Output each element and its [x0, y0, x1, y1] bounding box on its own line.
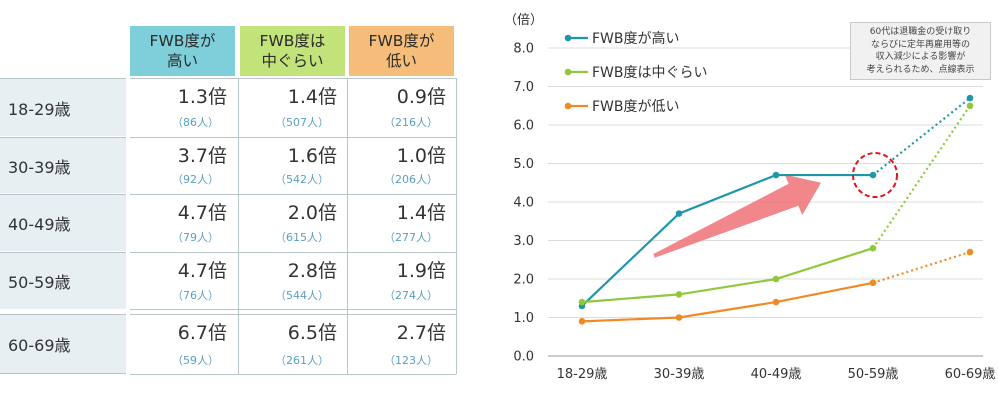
data-point [772, 171, 780, 179]
header-mid-fwb: FWB度は 中ぐらい [240, 26, 345, 76]
table-line [130, 194, 456, 195]
legend-marker [564, 34, 572, 42]
table-cell: 2.7倍 （123人） [384, 322, 446, 367]
table-cell: 1.4倍 （277人） [384, 202, 446, 244]
row-label-18-29: 18-29歳 [0, 78, 126, 136]
header-low-fwb: FWB度が 低い [349, 26, 454, 76]
row-label-40-49: 40-49歳 [0, 194, 126, 251]
table-cell: 4.7倍 （79人） [172, 202, 227, 244]
table-cell: 2.0倍 （615人） [275, 202, 337, 244]
y-tick-label: 8.0 [513, 42, 534, 57]
header-high-fwb: FWB度が 高い [130, 26, 235, 76]
table-line [347, 78, 348, 374]
table-cell: 6.7倍 （59人） [172, 322, 227, 367]
table-line [130, 314, 456, 315]
data-point [578, 298, 586, 306]
y-tick-label: 6.0 [513, 119, 534, 134]
chart-svg: 0.0 1.0 2.0 3.0 4.0 5.0 6.0 7.0 8.0 （倍） 18-29歳 30-3… [504, 13, 996, 382]
x-tick-label: 60-69歳 [945, 367, 996, 382]
data-point [675, 210, 683, 217]
data-point [675, 314, 683, 321]
y-tick-label: 2.0 [513, 273, 534, 288]
data-point [966, 248, 974, 256]
table-line [130, 309, 456, 310]
table-line [456, 78, 457, 374]
trend-arrow [653, 174, 821, 258]
legend-label: FWB度は中ぐらい [592, 65, 708, 81]
highlight-circle [852, 152, 898, 199]
y-tick-label: 4.0 [513, 196, 534, 211]
table-cell: 1.4倍 （507人） [275, 86, 337, 129]
table-line [130, 78, 456, 79]
row-label-30-39: 30-39歳 [0, 137, 126, 193]
row-label-60-69: 60-69歳 [0, 314, 126, 374]
x-tick-label: 40-49歳 [751, 367, 802, 382]
series-dotted-segment [872, 97, 971, 176]
y-tick-label: 5.0 [513, 157, 534, 172]
table-line [130, 137, 456, 138]
table-line [238, 78, 239, 374]
x-tick-label: 50-59歳 [848, 367, 899, 382]
table-line [130, 374, 456, 375]
x-tick-label: 18-29歳 [557, 367, 608, 382]
data-point [966, 94, 974, 102]
series-line [581, 247, 874, 304]
row-label-50-59: 50-59歳 [0, 252, 126, 309]
table-cell: 1.3倍 （86人） [172, 86, 227, 129]
table-cell: 1.6倍 （542人） [275, 145, 337, 186]
data-point [578, 318, 586, 325]
data-point [966, 102, 974, 110]
data-point [772, 298, 780, 306]
chart-note: 60代は退職金の受け取り ならびに定年再雇用等の 収入減少による影響が 考えられ… [850, 22, 991, 80]
legend-label: FWB度が高い [592, 30, 680, 47]
data-point [675, 291, 683, 298]
series-dotted-segment [872, 105, 971, 249]
line-chart: 0.0 1.0 2.0 3.0 4.0 5.0 6.0 7.0 8.0 （倍） 18-29歳 30-3… [478, 0, 998, 404]
table-cell: 1.9倍 （274人） [384, 260, 446, 302]
series-line [581, 173, 873, 307]
x-tick-label: 30-39歳 [654, 367, 705, 382]
y-tick-label: 7.0 [513, 80, 534, 95]
legend-marker [564, 68, 572, 76]
legend-marker [564, 102, 572, 110]
series-line [581, 281, 874, 323]
table-cell: 2.8倍 （544人） [275, 260, 337, 302]
table-cell: 1.0倍 （206人） [384, 145, 446, 186]
y-tick-label: 1.0 [513, 311, 534, 326]
table-cell: 3.7倍 （92人） [172, 145, 227, 186]
legend-label: FWB度が低い [592, 99, 680, 115]
table-cell: 6.5倍 （261人） [275, 322, 337, 367]
data-point [772, 275, 780, 283]
table-cell: 0.9倍 （216人） [384, 86, 446, 129]
y-tick-label: 0.0 [513, 350, 534, 365]
data-point [869, 279, 877, 287]
series-dotted-segment [872, 251, 971, 284]
data-point [869, 244, 877, 252]
y-unit-label: （倍） [504, 13, 543, 28]
result-table: FWB度が 高い FWB度は 中ぐらい FWB度が 低い 18-29歳 30-3… [0, 0, 458, 404]
table-cell: 4.7倍 （76人） [172, 260, 227, 302]
data-point [869, 171, 877, 179]
table-line [130, 252, 456, 253]
y-tick-label: 3.0 [513, 234, 534, 249]
